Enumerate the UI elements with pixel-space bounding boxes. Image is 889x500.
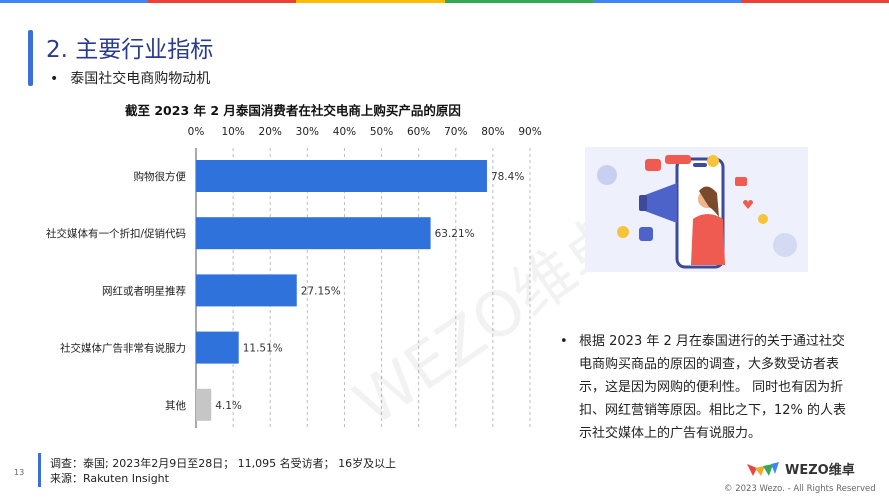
person-body-icon <box>691 214 725 265</box>
survey-info: 调查：泰国; 2023年2月9日至28日； 11,095 名受访者； 16岁及以… <box>50 457 397 470</box>
heart-icon <box>743 200 753 209</box>
person-hair-icon <box>699 186 719 217</box>
x-tick-label: 30% <box>296 126 319 138</box>
stripe-segment <box>296 0 445 3</box>
x-tick-label: 0% <box>188 126 205 138</box>
value-label: 27.15% <box>301 285 341 297</box>
copyright-text: © 2023 Wezo. - All Rights Reserved <box>724 484 876 494</box>
category-label: 社交媒体广告非常有说服力 <box>60 342 186 355</box>
bar <box>196 160 487 192</box>
x-tick-label: 10% <box>221 126 244 138</box>
stripe-segment <box>592 0 741 3</box>
source-info: 来源：Rakuten Insight <box>50 472 169 485</box>
page-title: 2. 主要行业指标 <box>46 37 214 63</box>
value-label: 11.51% <box>243 343 283 355</box>
x-tick-label: 70% <box>444 126 467 138</box>
decor-bubble-icon <box>597 165 617 185</box>
x-tick-label: 80% <box>481 126 504 138</box>
logo-mark-icon <box>747 461 779 476</box>
x-tick-label: 60% <box>407 126 430 138</box>
summary-text: 根据 2023 年 2 月在泰国进行的关于通过社交电商购买商品的原因的调查，大多… <box>579 334 847 441</box>
bullet-icon: • <box>50 71 59 87</box>
social-marketing-illustration <box>585 147 808 272</box>
page-number: 13 <box>14 468 25 477</box>
bar <box>196 388 212 421</box>
stripe-segment <box>148 0 297 3</box>
chart-title: 截至 2023 年 2 月泰国消费者在社交电商上购买产品的原因 <box>125 103 461 118</box>
stripe-segment <box>740 0 889 3</box>
category-label: 其他 <box>165 399 186 412</box>
bar <box>196 331 239 364</box>
category-label: 社交媒体有一个折扣/促销代码 <box>46 227 186 240</box>
x-tick-label: 90% <box>518 126 541 138</box>
emoji-icon <box>707 155 719 167</box>
megaphone-icon <box>645 183 677 223</box>
value-label: 78.4% <box>491 171 524 183</box>
logo-text: WEZO维卓 <box>785 463 855 478</box>
category-label: 购物很方便 <box>134 170 187 183</box>
source-block: 调查：泰国; 2023年2月9日至28日； 11,095 名受访者； 16岁及以… <box>50 456 396 486</box>
bullet-icon: • <box>560 334 568 349</box>
page-subtitle: • 泰国社交电商购物动机 <box>50 68 210 88</box>
emoji-icon <box>758 214 768 224</box>
stripe-segment <box>444 0 593 3</box>
like-icon <box>639 227 653 241</box>
comment-icon <box>665 155 691 164</box>
decor-bubble-icon <box>773 233 797 257</box>
emoji-icon <box>617 226 629 238</box>
x-tick-label: 50% <box>370 126 393 138</box>
x-tick-label: 20% <box>259 126 282 138</box>
source-accent-bar <box>38 453 41 487</box>
stripe-segment <box>0 0 149 3</box>
phone-notch <box>693 163 707 167</box>
summary-note: • 根据 2023 年 2 月在泰国进行的关于通过社交电商购买商品的原因的调查，… <box>560 330 850 445</box>
value-label: 63.21% <box>435 228 475 240</box>
top-color-stripe <box>0 0 889 3</box>
subtitle-text: 泰国社交电商购物动机 <box>70 71 211 87</box>
heart-message-icon <box>645 159 661 171</box>
category-label: 网红或者明星推荐 <box>102 284 186 297</box>
value-label: 4.1% <box>215 400 242 412</box>
wezo-logo: WEZO维卓 <box>745 459 855 478</box>
bar <box>196 217 431 250</box>
title-accent-bar <box>28 30 33 86</box>
x-tick-label: 40% <box>333 126 356 138</box>
notification-icon <box>735 177 747 186</box>
bar-chart: 0% 10% 20% 30% 40% 50% 60% 70% 80% 90% 购物很方便 78.4% 社… <box>46 126 542 428</box>
bar <box>196 274 297 307</box>
megaphone-handle <box>639 195 647 211</box>
